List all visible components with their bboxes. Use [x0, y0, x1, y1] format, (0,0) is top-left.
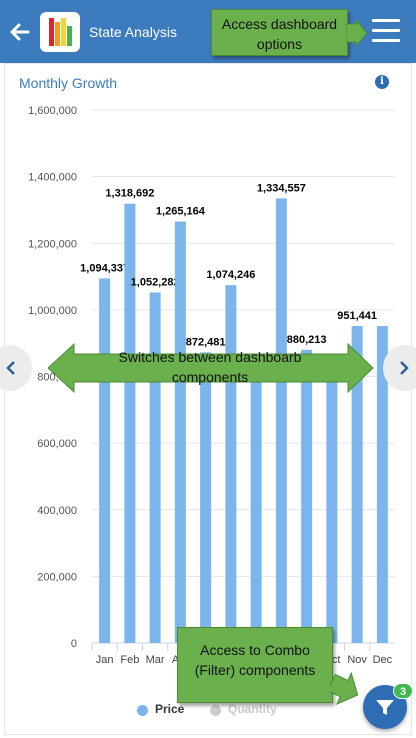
- app-title: State Analysis: [89, 24, 177, 40]
- x-tick-label: Dec: [373, 654, 393, 666]
- bar-jul: [250, 376, 262, 643]
- chart-title: Monthly Growth: [19, 75, 118, 91]
- filter-count-badge: 3: [393, 683, 413, 699]
- y-tick-label: 1,400,000: [28, 172, 77, 184]
- y-tick-label: 0: [71, 638, 77, 650]
- chevron-left-icon: [6, 361, 15, 375]
- menu-line: [372, 19, 400, 22]
- app-logo: [40, 12, 80, 52]
- menu-callout-line1: Access dashboard: [221, 16, 338, 32]
- y-tick-label: 200,000: [37, 571, 77, 583]
- filter-icon: [376, 700, 394, 715]
- y-tick-label: 1,000,000: [28, 305, 77, 317]
- nav-callout-line2: components: [171, 369, 249, 385]
- arrow-down-right-icon: [330, 672, 359, 705]
- menu-callout-line2: options: [256, 36, 303, 52]
- nav-callout-line1: Switches between dashboarb: [118, 349, 302, 365]
- x-tick-label: Jan: [96, 654, 114, 666]
- data-label: 1,265,164: [156, 206, 206, 218]
- menu-line: [372, 29, 400, 32]
- filter-callout-line2: (Filter) components: [194, 662, 316, 678]
- y-tick-label: 600,000: [37, 438, 77, 450]
- chevron-right-icon: [400, 361, 409, 375]
- data-label: 1,334,557: [257, 182, 306, 194]
- data-label: 872,481: [186, 336, 226, 348]
- menu-line: [372, 39, 400, 42]
- y-tick-label: 1,200,000: [28, 238, 77, 250]
- bar-mar: [149, 292, 161, 643]
- x-tick-label: Mar: [146, 654, 165, 666]
- x-tick-label: Nov: [347, 654, 367, 666]
- data-label: 1,318,692: [105, 188, 154, 200]
- legend-quantity[interactable]: Quantity: [228, 702, 277, 716]
- x-tick-label: Feb: [120, 654, 139, 666]
- data-label: 1,052,282: [131, 276, 180, 288]
- bar-apr: [174, 221, 186, 643]
- bar-chart-logo-icon: [49, 18, 72, 46]
- bar-may: [200, 352, 212, 643]
- y-tick-label: 1,600,000: [28, 105, 77, 117]
- legend-price[interactable]: Price: [155, 702, 185, 716]
- data-label: 951,441: [337, 310, 377, 322]
- data-label: 1,074,246: [206, 269, 255, 281]
- bar-jan: [99, 278, 111, 643]
- bar-dec: [376, 326, 388, 643]
- filter-callout-line1: Access to Combo: [200, 642, 310, 658]
- bar-aug: [275, 198, 287, 643]
- data-label: 1,094,337: [80, 262, 129, 274]
- legend-price-dot: [137, 705, 148, 716]
- double-arrow-icon: [48, 342, 374, 394]
- next-component-button[interactable]: [383, 345, 416, 391]
- data-label: 880,213: [287, 334, 327, 346]
- bar-feb: [124, 203, 136, 643]
- bar-nov: [351, 326, 363, 643]
- arrow-right-icon: [346, 20, 368, 46]
- info-icon[interactable]: i: [375, 75, 389, 89]
- back-button[interactable]: [6, 18, 34, 46]
- arrow-left-icon: [10, 23, 30, 41]
- y-tick-label: 400,000: [37, 505, 77, 517]
- legend-quantity-dot: [210, 705, 221, 716]
- bar-sep: [301, 349, 313, 643]
- hamburger-menu-button[interactable]: [372, 19, 400, 43]
- bar-jun: [225, 285, 237, 643]
- bar-oct: [326, 369, 338, 643]
